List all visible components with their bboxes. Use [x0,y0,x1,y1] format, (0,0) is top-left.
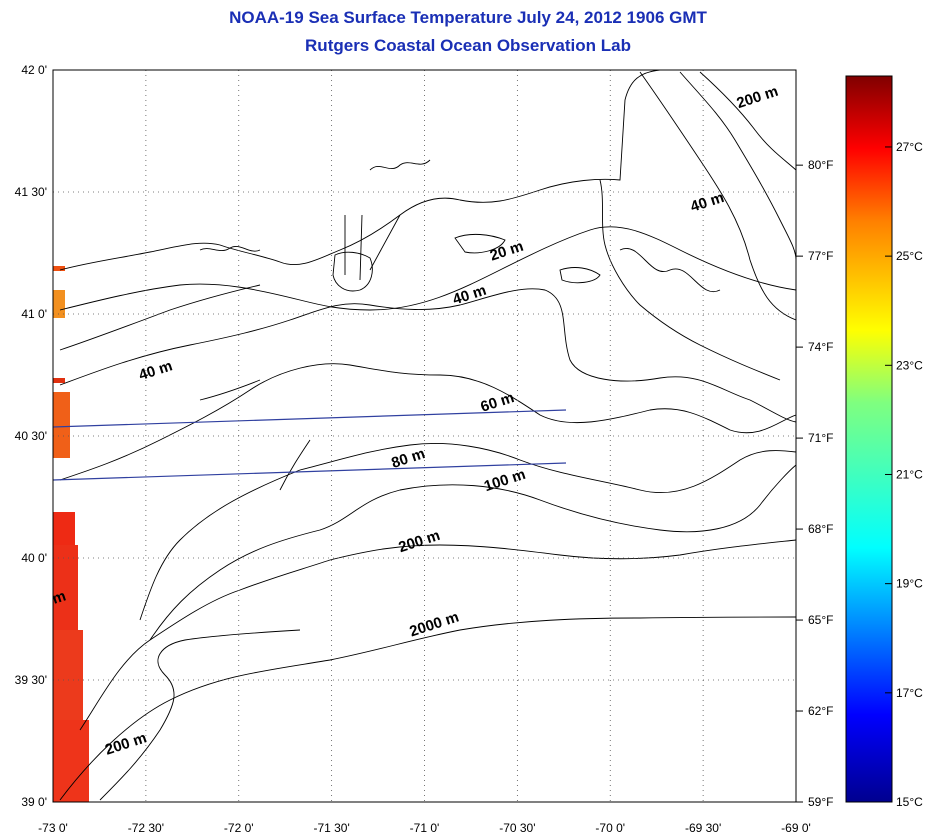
sst-patch [53,266,65,271]
celsius-label: 21°C [896,467,923,481]
coastline-long-island [59,70,661,271]
lat-label: 40 0' [21,551,47,565]
celsius-label: 23°C [896,358,923,372]
lat-label: 39 0' [21,795,47,809]
lat-label: 40 30' [15,429,47,443]
colorbar-gradient [845,75,893,803]
celsius-label: 27°C [896,140,923,154]
track-lines [52,409,567,481]
contour-20m [59,226,796,311]
lat-label: 39 30' [15,673,47,687]
coastal-texture [199,159,721,293]
contour-label: 40 m [137,357,175,384]
celsius-label: 25°C [896,249,923,263]
lon-label: -71 30' [313,821,349,835]
contour-label: 40 m [451,282,489,309]
fahrenheit-label: 68°F [808,522,833,536]
island-block [332,251,373,292]
contour-200m-east-2 [699,71,796,171]
map-frame [52,69,797,803]
colorbar: 27°C 25°C 23°C 21°C 19°C 17°C 15°C 80°F 77°F 74°F… [796,75,923,809]
contour-200m-south [99,629,301,801]
fahrenheit-label: 74°F [808,340,833,354]
sst-patch [53,290,65,318]
lon-label: -73 0' [38,821,68,835]
lon-label: -70 30' [499,821,535,835]
island-marthas [454,233,506,254]
lon-label: -69 30' [685,821,721,835]
lat-label: 41 30' [15,185,47,199]
fahrenheit-label: 71°F [808,431,833,445]
shelf-contour [199,379,311,491]
contour-label: 100 m [482,466,528,495]
celsius-label: 15°C [896,795,923,809]
axis-labels: -73 0' -72 30' -72 0' -71 30' -71 0' -70 30' -… [15,63,811,835]
island-nantucket [559,267,601,284]
bay-line [369,214,401,271]
bathymetry-contours [59,70,796,801]
contour-label: 40 m [688,189,726,216]
track-line [52,462,567,481]
lon-label: -71 0' [410,821,440,835]
contour-label: 200 m [397,527,443,556]
lat-label: 41 0' [21,307,47,321]
bay-line [359,214,363,281]
lon-label: -69 0' [781,821,811,835]
fahrenheit-label: 80°F [808,158,833,172]
lon-label: -72 30' [128,821,164,835]
fahrenheit-label: 59°F [808,795,833,809]
contour-60m [59,363,796,481]
contour-2000m [59,616,796,801]
fahrenheit-label: 65°F [808,613,833,627]
map-title: NOAA-19 Sea Surface Temperature July 24,… [229,8,707,27]
fahrenheit-label: 77°F [808,249,833,263]
lon-label: -70 0' [595,821,625,835]
sst-patch [53,545,78,645]
lon-label: -72 0' [224,821,254,835]
track-line [52,409,567,428]
contour-label: 200 m [735,83,781,112]
contour-200m [79,539,796,731]
contour-40m-east [639,71,796,321]
map-subtitle: Rutgers Coastal Ocean Observation Lab [305,36,631,55]
sst-patch [53,392,70,458]
contour-200m-east [679,71,796,261]
map-grid [53,70,796,802]
coastline-cape [599,179,781,381]
coastline-south-shore [59,284,261,351]
contour-40m [59,288,796,423]
contour-label: m [50,587,68,607]
celsius-label: 17°C [896,686,923,700]
fahrenheit-label: 62°F [808,704,833,718]
contour-100m [149,464,796,641]
celsius-label: 19°C [896,577,923,591]
sst-patch [53,720,89,802]
lat-label: 42 0' [21,63,47,77]
sst-patch [53,378,65,383]
contour-80m [139,443,796,621]
